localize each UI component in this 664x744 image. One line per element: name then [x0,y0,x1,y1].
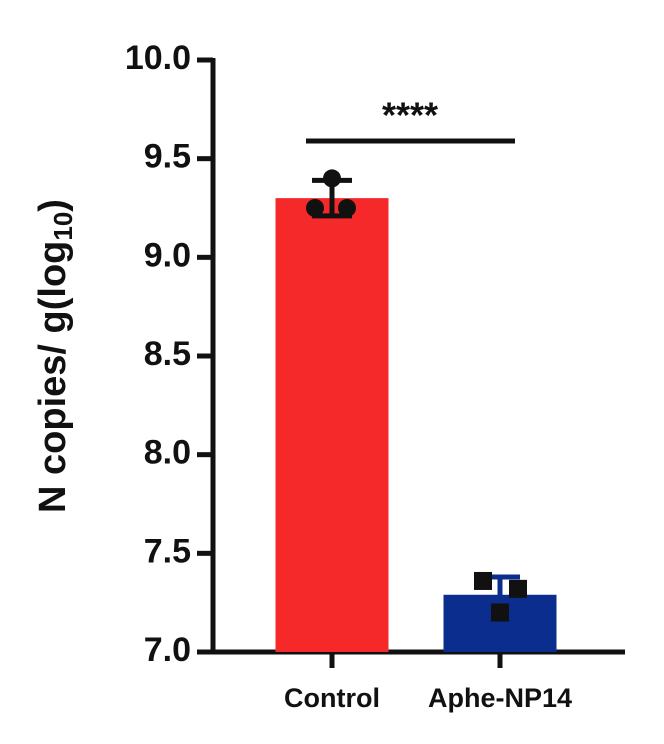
y-tick-label: 8.0 [144,434,191,472]
y-label-main: N copies/ g(log [32,241,74,513]
bar [275,198,389,652]
x-tick-label: Aphe-NP14 [428,683,572,713]
data-point [338,199,356,217]
significance-label: **** [382,95,438,136]
y-tick-label: 10.0 [125,39,191,77]
data-point [323,169,341,188]
y-tick-label: 9.5 [144,138,191,176]
y-label-end: ) [32,199,74,212]
y-tick-label: 9.0 [144,236,191,274]
data-point [474,571,492,590]
y-axis-label: N copies/ g(log10) [32,199,78,513]
y-tick-label: 8.5 [144,335,191,373]
y-tick-label: 7.0 [144,631,191,669]
y-label-sub: 10 [48,212,78,241]
y-tick-label: 7.5 [144,532,191,570]
data-point [491,603,509,622]
data-point [306,199,324,217]
x-tick-label: Control [284,683,380,713]
data-point [509,579,527,598]
